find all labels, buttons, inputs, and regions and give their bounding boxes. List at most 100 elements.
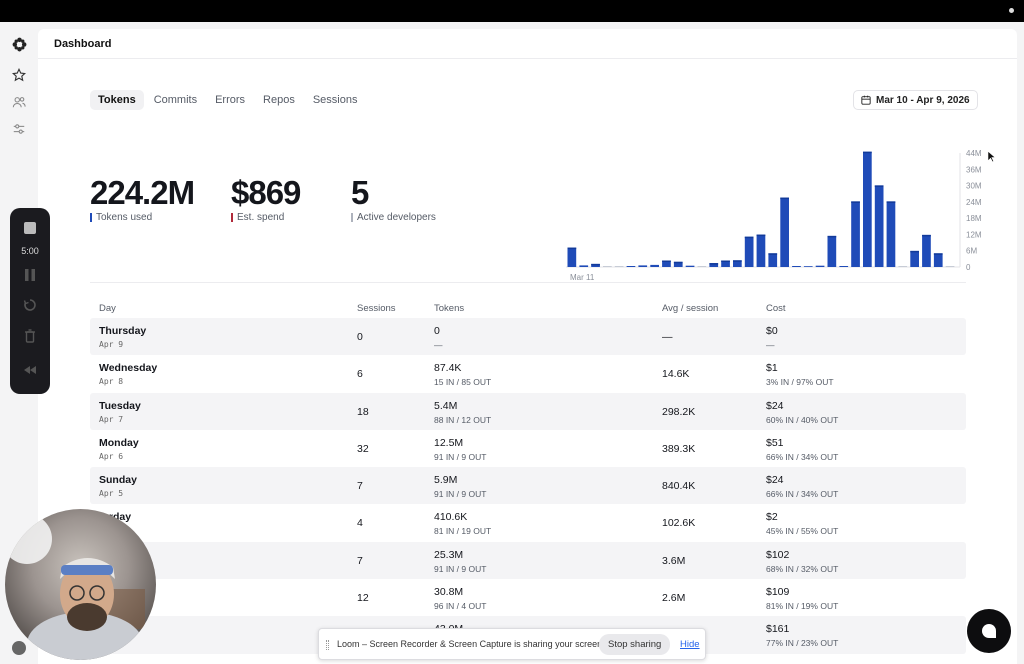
tokens-value: 5.4M xyxy=(434,399,458,412)
cost-value: $24 xyxy=(766,399,784,412)
page-header: Dashboard xyxy=(38,29,1017,59)
avatar[interactable] xyxy=(12,641,26,655)
chart-bar[interactable] xyxy=(863,151,872,267)
table-row[interactable]: Sunday Apr 5 7 5.9M 91 IN / 9 OUT 840.4K $24 66… xyxy=(90,467,966,505)
tab-commits[interactable]: Commits xyxy=(153,94,198,106)
sessions-value: 7 xyxy=(357,554,363,567)
recording-timer: 5:00 xyxy=(21,246,39,256)
chart-bar-cap xyxy=(744,236,754,239)
chart-bar[interactable] xyxy=(733,260,742,267)
loom-recording-controls: 5:00 xyxy=(10,208,50,394)
table-row[interactable]: Tuesday Apr 7 18 5.4M 88 IN / 12 OUT 298.2K $2… xyxy=(90,392,966,430)
share-message: Loom – Screen Recorder & Screen Capture … xyxy=(337,639,605,649)
chart-bar[interactable] xyxy=(579,265,589,267)
date-range-button[interactable]: Mar 10 - Apr 9, 2026 xyxy=(853,90,978,110)
chart-bar[interactable] xyxy=(945,266,955,267)
webcam-bubble[interactable] xyxy=(5,509,156,660)
chart-bar[interactable] xyxy=(614,266,624,267)
chart-bar[interactable] xyxy=(803,266,813,267)
day-name: Wednesday xyxy=(99,362,158,375)
app-window: Dashboard Tokens Commits Errors Repos Se… xyxy=(0,22,1024,664)
tokens-split: 91 IN / 9 OUT xyxy=(434,489,487,500)
y-tick-label: 36M xyxy=(966,165,982,174)
avg-session-value: 389.3K xyxy=(662,442,696,455)
chart-bar[interactable] xyxy=(591,263,600,267)
tokens-split: 88 IN / 12 OUT xyxy=(434,414,492,425)
cost-value: $1 xyxy=(766,362,778,375)
avg-session-value: 102.6K xyxy=(662,517,696,530)
tab-sessions[interactable]: Sessions xyxy=(312,94,358,106)
stat-label: Active developers xyxy=(357,212,436,223)
chart-bar[interactable] xyxy=(886,201,896,267)
date-range-label: Mar 10 - Apr 9, 2026 xyxy=(876,94,970,106)
chart-bar-cap xyxy=(874,185,884,187)
y-tick-label: 0 xyxy=(966,263,971,272)
pause-icon[interactable] xyxy=(20,265,40,285)
cost-value: $161 xyxy=(766,623,790,636)
chart-bar[interactable] xyxy=(662,260,671,268)
chart-bar[interactable] xyxy=(650,264,659,267)
table-row[interactable]: Monday Apr 6 32 12.5M 91 IN / 9 OUT 389.3K $51… xyxy=(90,430,966,467)
chart-bar[interactable] xyxy=(898,266,908,267)
chart-bar[interactable] xyxy=(792,266,801,267)
chart-bar[interactable] xyxy=(626,266,636,267)
chart-bar[interactable] xyxy=(768,253,778,267)
stop-recording-icon[interactable] xyxy=(20,218,40,238)
tokens-value: 12.5M xyxy=(434,436,464,449)
tokens-value: 0 xyxy=(434,325,440,337)
chart-bar[interactable] xyxy=(685,265,695,267)
drag-handle-icon[interactable] xyxy=(326,640,329,650)
table-row[interactable]: 12 30.8M 96 IN / 4 OUT 2.6M $109 81% IN / 19%… xyxy=(90,579,966,616)
y-tick-label: 24M xyxy=(966,198,982,207)
tab-errors[interactable]: Errors xyxy=(215,94,246,106)
day-date: Apr 6 xyxy=(99,451,124,461)
chart-bar[interactable] xyxy=(603,266,612,267)
chart-bar[interactable] xyxy=(756,234,766,267)
cost-value: $24 xyxy=(766,474,784,487)
chart-bar[interactable] xyxy=(922,234,931,267)
chart-bar-cap xyxy=(863,151,872,154)
collapse-icon[interactable] xyxy=(20,360,40,380)
restart-icon[interactable] xyxy=(20,295,40,315)
chart-bar[interactable] xyxy=(709,263,719,267)
sessions-value: 6 xyxy=(357,368,363,381)
chart-bar-cap xyxy=(910,250,919,253)
tokens-value: 5.9M xyxy=(434,474,458,487)
star-icon[interactable] xyxy=(10,66,28,84)
table-row[interactable]: Wednesday Apr 8 6 87.4K 15 IN / 85 OUT 14.6K $… xyxy=(90,355,966,392)
chart-bar[interactable] xyxy=(874,185,884,267)
trash-icon[interactable] xyxy=(20,326,40,346)
app-logo-icon[interactable] xyxy=(10,35,28,53)
cost-value: $0 xyxy=(766,325,778,337)
chart-bar[interactable] xyxy=(827,235,837,267)
chart-bar[interactable] xyxy=(721,260,730,268)
tokens-split: 91 IN / 9 OUT xyxy=(434,451,487,462)
chart-bar[interactable] xyxy=(851,201,860,267)
chat-launcher-button[interactable] xyxy=(967,609,1011,653)
chart-bar[interactable] xyxy=(933,253,943,267)
chart-bar[interactable] xyxy=(910,250,919,267)
chart-bar[interactable] xyxy=(815,265,825,267)
chart-bar[interactable] xyxy=(780,197,789,267)
chart-bar[interactable] xyxy=(697,266,707,267)
chart-bar[interactable] xyxy=(673,261,683,267)
stop-sharing-button[interactable]: Stop sharing xyxy=(599,634,671,655)
table-row[interactable]: 7 25.3M 91 IN / 9 OUT 3.6M $102 68% IN / 32% … xyxy=(90,541,966,580)
chart-bar[interactable] xyxy=(839,266,849,267)
chart-bar[interactable] xyxy=(744,236,754,267)
users-icon[interactable] xyxy=(10,93,28,111)
table-header: Day Sessions Tokens Avg / session Cost xyxy=(90,303,966,318)
chart-bar[interactable] xyxy=(638,265,648,267)
day-date: Apr 7 xyxy=(99,414,124,424)
chart-bar-cap xyxy=(673,261,683,264)
day-date: Apr 5 xyxy=(99,489,124,499)
hide-link[interactable]: Hide xyxy=(680,639,700,650)
tab-tokens[interactable]: Tokens xyxy=(90,90,144,110)
sliders-icon[interactable] xyxy=(10,120,28,138)
avg-session-value: 14.6K xyxy=(662,368,690,381)
day-date: Apr 8 xyxy=(99,377,124,387)
tab-repos[interactable]: Repos xyxy=(263,94,295,106)
table-row[interactable]: Thursday Apr 9 0 0 — — $0 — xyxy=(90,318,966,356)
chart-bar[interactable] xyxy=(567,247,577,267)
